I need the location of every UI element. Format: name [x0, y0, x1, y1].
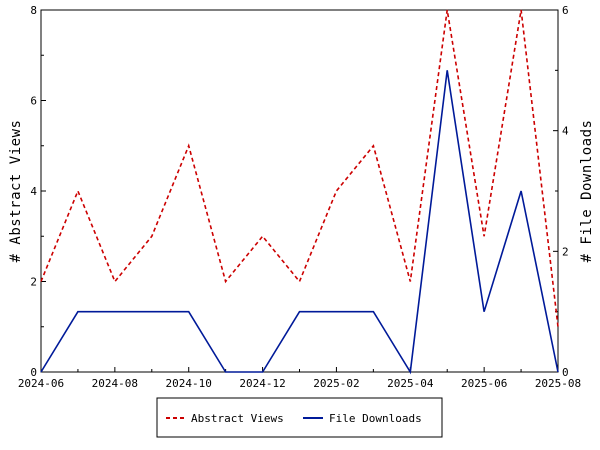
- series-line-abstract-views: [40, 9, 559, 327]
- right-tick-label: 0: [562, 366, 569, 379]
- x-tick-label: 2025-02: [313, 377, 359, 390]
- right-axis: 0 2 4 6: [553, 4, 569, 379]
- legend-label-abstract-views: Abstract Views: [191, 412, 284, 425]
- right-tick-label: 6: [562, 4, 569, 17]
- left-axis-title: # Abstract Views: [8, 120, 24, 263]
- x-tick-label: 2024-10: [166, 377, 212, 390]
- left-tick-label: 8: [30, 4, 37, 17]
- left-tick-label: 0: [30, 366, 37, 379]
- left-tick-label: 4: [30, 185, 37, 198]
- series-line-file-downloads: [40, 70, 559, 375]
- x-axis: 2024-06 2024-08 2024-10 2024-12 2025-02 2025-…: [18, 367, 581, 390]
- left-tick-label: 6: [30, 95, 37, 108]
- x-tick-label: 2024-08: [92, 377, 138, 390]
- left-tick-label: 2: [30, 276, 37, 289]
- series-layer: [40, 9, 559, 375]
- x-tick-label: 2024-06: [18, 377, 64, 390]
- legend-box: [156, 397, 443, 438]
- plot-frame: [40, 9, 559, 373]
- right-tick-label: 4: [562, 125, 569, 138]
- x-tick-label: 2025-08: [535, 377, 581, 390]
- legend-label-file-downloads: File Downloads: [329, 412, 422, 425]
- left-axis: 0 2 4 6 8: [30, 4, 46, 379]
- x-tick-label: 2025-04: [387, 377, 434, 390]
- x-tick-label: 2025-06: [461, 377, 507, 390]
- legend: Abstract Views File Downloads: [156, 397, 443, 438]
- right-tick-label: 2: [562, 245, 569, 258]
- right-axis-title: # File Downloads: [579, 120, 595, 263]
- x-tick-label: 2024-12: [239, 377, 285, 390]
